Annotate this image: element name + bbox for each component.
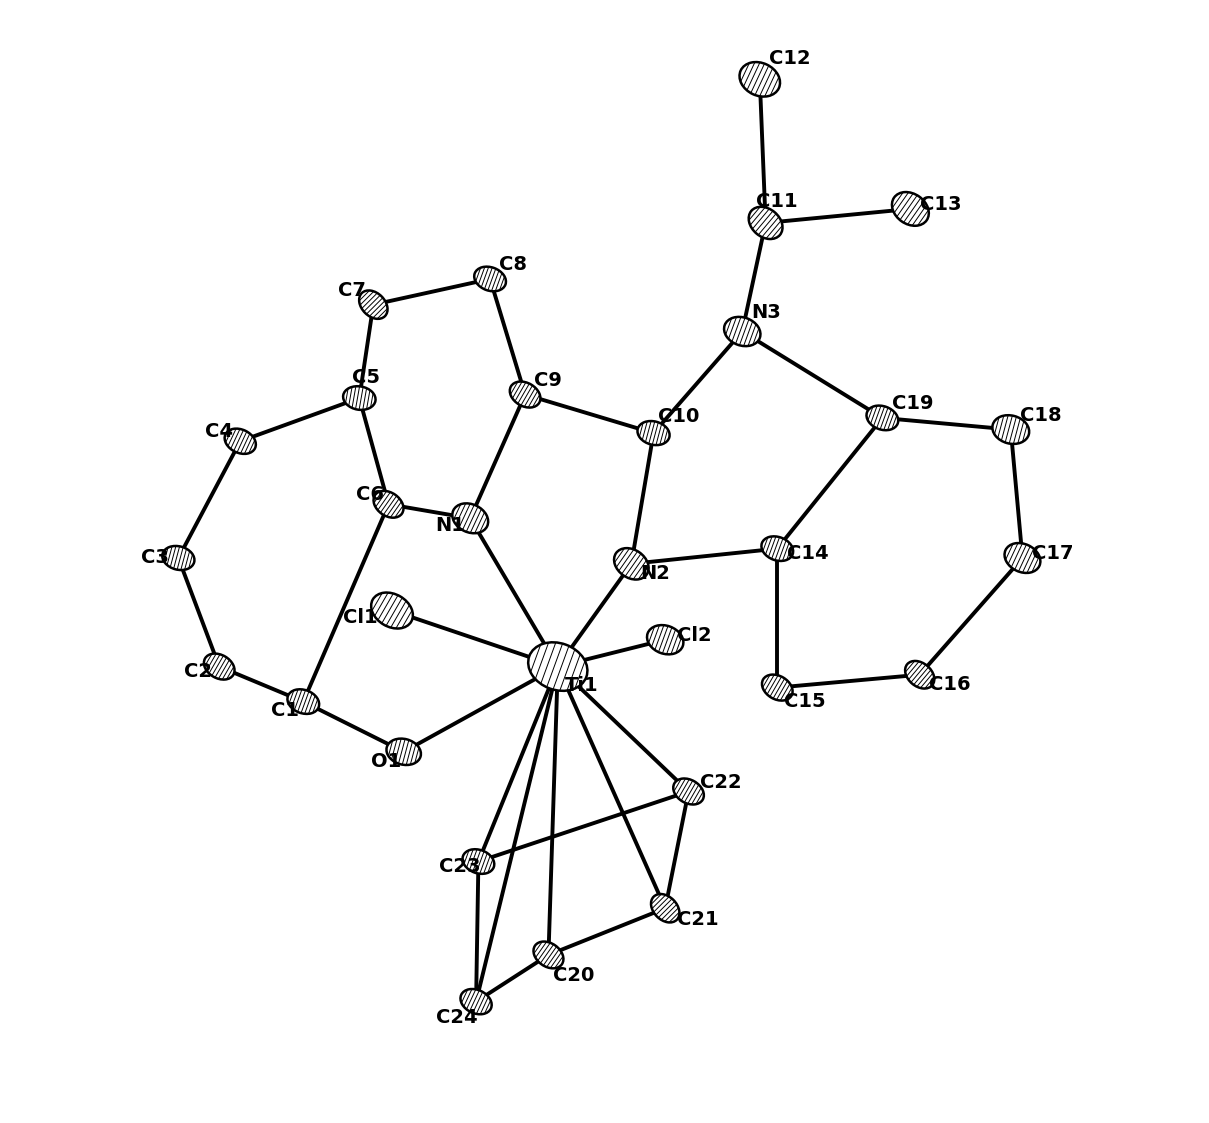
Text: C9: C9 — [534, 371, 562, 390]
Ellipse shape — [892, 192, 929, 226]
Text: Cl1: Cl1 — [343, 608, 377, 627]
Ellipse shape — [748, 207, 782, 239]
Ellipse shape — [528, 642, 588, 691]
Text: N3: N3 — [752, 303, 781, 322]
Text: C11: C11 — [757, 192, 798, 211]
Ellipse shape — [474, 266, 505, 291]
Text: O1: O1 — [371, 751, 401, 770]
Text: C16: C16 — [929, 675, 971, 694]
Ellipse shape — [740, 62, 780, 97]
Text: C18: C18 — [1020, 407, 1062, 426]
Ellipse shape — [463, 849, 494, 874]
Ellipse shape — [510, 382, 540, 408]
Text: C17: C17 — [1031, 544, 1074, 563]
Ellipse shape — [724, 317, 760, 346]
Text: C6: C6 — [355, 485, 383, 504]
Text: C15: C15 — [785, 692, 826, 711]
Ellipse shape — [204, 654, 235, 679]
Ellipse shape — [614, 548, 649, 579]
Ellipse shape — [993, 416, 1029, 444]
Text: C19: C19 — [892, 394, 933, 413]
Ellipse shape — [762, 537, 793, 562]
Ellipse shape — [387, 739, 421, 765]
Ellipse shape — [637, 421, 670, 445]
Text: C4: C4 — [206, 422, 233, 441]
Ellipse shape — [162, 546, 195, 570]
Text: N2: N2 — [641, 564, 671, 583]
Ellipse shape — [762, 675, 793, 701]
Text: C8: C8 — [499, 255, 527, 274]
Text: C3: C3 — [141, 548, 169, 567]
Text: C2: C2 — [184, 661, 213, 681]
Ellipse shape — [359, 291, 388, 319]
Text: C20: C20 — [554, 967, 595, 986]
Ellipse shape — [533, 941, 563, 968]
Text: C23: C23 — [439, 857, 480, 876]
Ellipse shape — [647, 626, 683, 655]
Ellipse shape — [906, 661, 935, 688]
Ellipse shape — [371, 593, 413, 629]
Text: C21: C21 — [677, 911, 718, 930]
Ellipse shape — [288, 690, 319, 714]
Text: C7: C7 — [339, 281, 366, 300]
Text: C14: C14 — [787, 544, 828, 563]
Text: C12: C12 — [769, 48, 811, 67]
Text: N1: N1 — [435, 515, 465, 535]
Text: C1: C1 — [271, 702, 299, 721]
Ellipse shape — [1005, 544, 1041, 573]
Ellipse shape — [452, 503, 488, 533]
Text: C22: C22 — [700, 773, 742, 792]
Text: C13: C13 — [920, 194, 961, 213]
Text: C24: C24 — [436, 1008, 478, 1028]
Ellipse shape — [867, 405, 898, 430]
Ellipse shape — [461, 989, 492, 1014]
Ellipse shape — [374, 491, 404, 518]
Ellipse shape — [343, 386, 376, 410]
Ellipse shape — [225, 429, 256, 454]
Ellipse shape — [650, 894, 679, 922]
Text: Ti1: Ti1 — [565, 676, 598, 695]
Ellipse shape — [673, 778, 704, 804]
Text: C5: C5 — [352, 367, 381, 386]
Text: C10: C10 — [658, 408, 700, 427]
Text: Cl2: Cl2 — [677, 626, 712, 645]
